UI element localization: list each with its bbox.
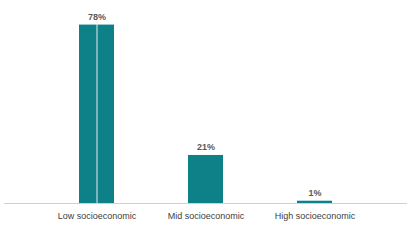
svg-text:1%: 1%: [308, 188, 321, 198]
svg-text:High socioeconomic: High socioeconomic: [275, 211, 356, 221]
svg-text:Mid socioeconomic: Mid socioeconomic: [168, 211, 245, 221]
svg-text:78%: 78%: [88, 12, 106, 22]
svg-text:Low socioeconomic: Low socioeconomic: [58, 211, 137, 221]
svg-text:21%: 21%: [197, 142, 215, 152]
